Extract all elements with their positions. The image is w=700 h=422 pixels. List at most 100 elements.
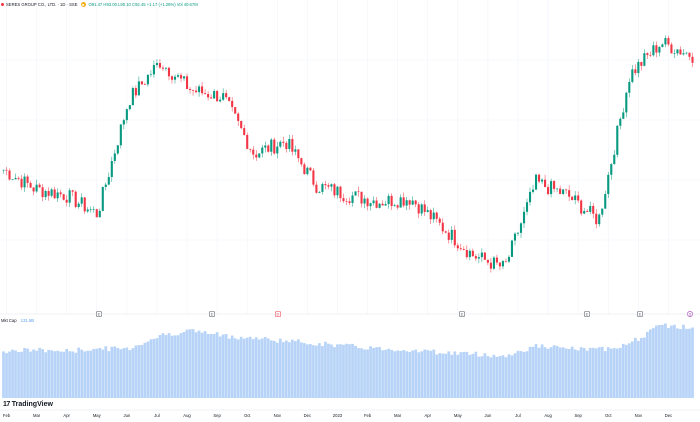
candle-body [375, 200, 378, 208]
volume-bar [71, 351, 75, 398]
symbol-legend[interactable]: SERES GROUP CO., LTD. · 1D · SSE O91.47 … [1, 0, 198, 9]
volume-bar [339, 344, 342, 398]
candle-body [688, 52, 691, 57]
candle-body [249, 148, 252, 150]
volume-bar [495, 356, 499, 398]
candle-body [14, 177, 17, 180]
symbol-title: SERES GROUP CO., LTD. · 1D · SSE [6, 2, 78, 7]
candle-body [182, 76, 186, 79]
candle-body [270, 139, 273, 152]
volume-bar [438, 353, 442, 398]
candle-body [670, 44, 673, 54]
candle-body [429, 210, 432, 220]
candle-body [327, 185, 330, 187]
volume-bar [498, 356, 502, 398]
volume-bar [567, 349, 571, 398]
candle-body [417, 204, 420, 214]
candle-body [664, 38, 667, 45]
volume-bar [35, 350, 38, 398]
volume-bar [486, 356, 490, 398]
candle-body [550, 181, 553, 195]
candle-body [321, 184, 324, 192]
volume-bar [59, 351, 63, 398]
volume-bar [381, 350, 384, 398]
month-tick-label: Dec [665, 413, 672, 418]
candle-body [95, 209, 98, 218]
eye-icon[interactable] [80, 2, 86, 7]
candle-body [462, 249, 465, 251]
tradingview-logo[interactable]: 17 TradingView [3, 401, 53, 408]
volume-bar [239, 336, 243, 398]
candle-body [384, 204, 387, 206]
candle-body [661, 44, 664, 47]
month-tick-label: Feb [364, 413, 372, 418]
volume-bar [119, 349, 123, 398]
candle-body [414, 200, 417, 205]
volume-bar [447, 351, 451, 398]
candle-body [149, 74, 152, 75]
candle-body [504, 261, 508, 262]
volume-bar [468, 354, 472, 398]
volume-bar [306, 344, 309, 398]
volume-bar [134, 345, 138, 398]
tradingview-wordmark: TradingView [11, 401, 53, 408]
candle-body [366, 198, 369, 207]
candle-body [104, 184, 107, 188]
candle-body [237, 113, 240, 121]
candle-body [74, 191, 77, 207]
volume-bar [287, 342, 291, 398]
volume-bar [465, 351, 469, 398]
volume-bar [525, 351, 529, 398]
candle-body [20, 178, 23, 188]
volume-bar [417, 352, 421, 398]
candle-body [71, 190, 74, 192]
volume-bar [399, 350, 403, 398]
volume-bar [176, 335, 180, 398]
candle-body [195, 90, 198, 93]
candle-body [547, 187, 550, 195]
volume-bar [161, 333, 165, 398]
candle-body [616, 125, 619, 155]
volume-bar [200, 332, 204, 398]
volume-bar [11, 349, 14, 398]
volume-bar [191, 329, 195, 398]
candle-body [541, 179, 544, 182]
volume-bar [369, 346, 372, 398]
tradingview-mark-icon: 17 [3, 401, 10, 408]
volume-bar [561, 347, 565, 398]
volume-bar [257, 339, 261, 398]
candle-body [516, 232, 520, 234]
candle-body [29, 182, 32, 188]
candle-body [98, 210, 101, 218]
candle-body [610, 164, 613, 175]
volume-bar [173, 335, 177, 398]
candle-body [26, 176, 29, 183]
volume-bar [83, 351, 87, 398]
candle-body [667, 38, 670, 45]
volume-bar [588, 347, 592, 398]
candle-body [140, 81, 143, 85]
month-tick-label: May [454, 413, 463, 418]
candle-body [243, 128, 246, 135]
candle-body [522, 211, 526, 224]
candle-body [498, 262, 501, 267]
candle-body [625, 92, 628, 113]
volume-legend[interactable]: Mkt Cap 131.5B [1, 318, 34, 324]
volume-bar [167, 333, 171, 398]
candle-body [399, 197, 402, 208]
volume-bar [269, 340, 273, 398]
candle-body [188, 89, 192, 90]
volume-bar [564, 348, 568, 398]
candle-body [453, 229, 456, 246]
candle-body [116, 145, 119, 154]
candle-body [643, 53, 646, 66]
candle-body [198, 86, 201, 93]
candle-body [107, 176, 110, 185]
volume-bar [426, 350, 430, 398]
volume-bar [636, 340, 640, 398]
volume-bar [230, 335, 234, 398]
month-tick-label: Oct [605, 413, 612, 418]
volume-bar [56, 350, 60, 398]
candle-body [574, 195, 577, 201]
